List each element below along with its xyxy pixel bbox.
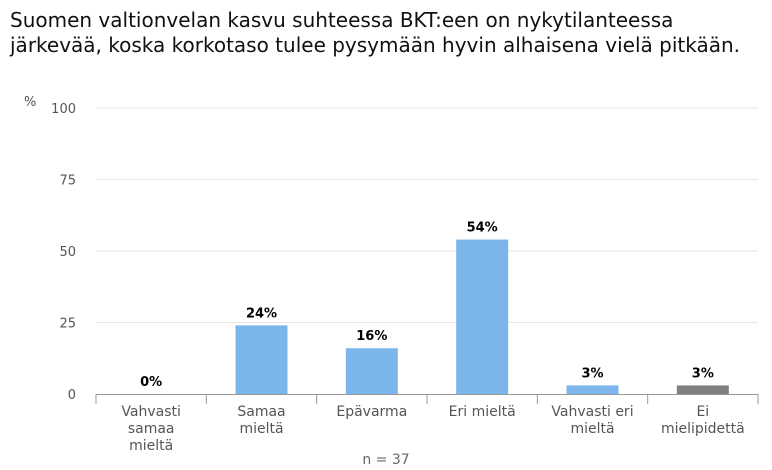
- y-tick-labels: 0 25 50 75 100: [51, 102, 76, 403]
- bar[interactable]: [235, 325, 288, 394]
- x-tick-label: Vahvasti eri: [551, 404, 633, 420]
- y-tick-label: 100: [51, 102, 76, 117]
- x-tick-label: mieltä: [239, 421, 283, 437]
- x-tick-label: mieltä: [129, 438, 173, 454]
- x-tick-label: mielipidettä: [661, 421, 745, 437]
- bar[interactable]: [456, 239, 509, 394]
- data-label: 3%: [581, 366, 603, 381]
- y-tick-label: 75: [59, 174, 76, 189]
- y-axis-unit-label: %: [24, 95, 37, 110]
- x-tick-label: Vahvasti: [121, 404, 180, 420]
- bar[interactable]: [566, 385, 619, 394]
- bar[interactable]: [345, 348, 398, 394]
- grid-lines: [95, 107, 759, 404]
- x-tick-label: mieltä: [570, 421, 614, 437]
- x-tick-label: samaa: [128, 421, 175, 437]
- bars: 0% 24% 16% 54% 3% 3%: [140, 221, 729, 394]
- data-label: 0%: [140, 375, 162, 390]
- x-tick-label: Epävarma: [336, 404, 407, 420]
- data-label: 3%: [692, 366, 714, 381]
- chart-title: Suomen valtionvelan kasvu suhteessa BKT:…: [10, 8, 741, 57]
- bar[interactable]: [676, 385, 729, 394]
- y-tick-label: 50: [59, 245, 76, 260]
- sample-size-label: n = 37: [362, 452, 410, 468]
- y-tick-label: 0: [68, 388, 76, 403]
- y-tick-label: 25: [59, 317, 76, 332]
- x-tick-label: Samaa: [237, 404, 285, 420]
- x-tick-label: Ei: [696, 404, 709, 420]
- data-label: 54%: [467, 221, 498, 236]
- x-tick-label: Eri mieltä: [449, 404, 516, 420]
- data-label: 16%: [356, 329, 387, 344]
- data-label: 24%: [246, 306, 277, 321]
